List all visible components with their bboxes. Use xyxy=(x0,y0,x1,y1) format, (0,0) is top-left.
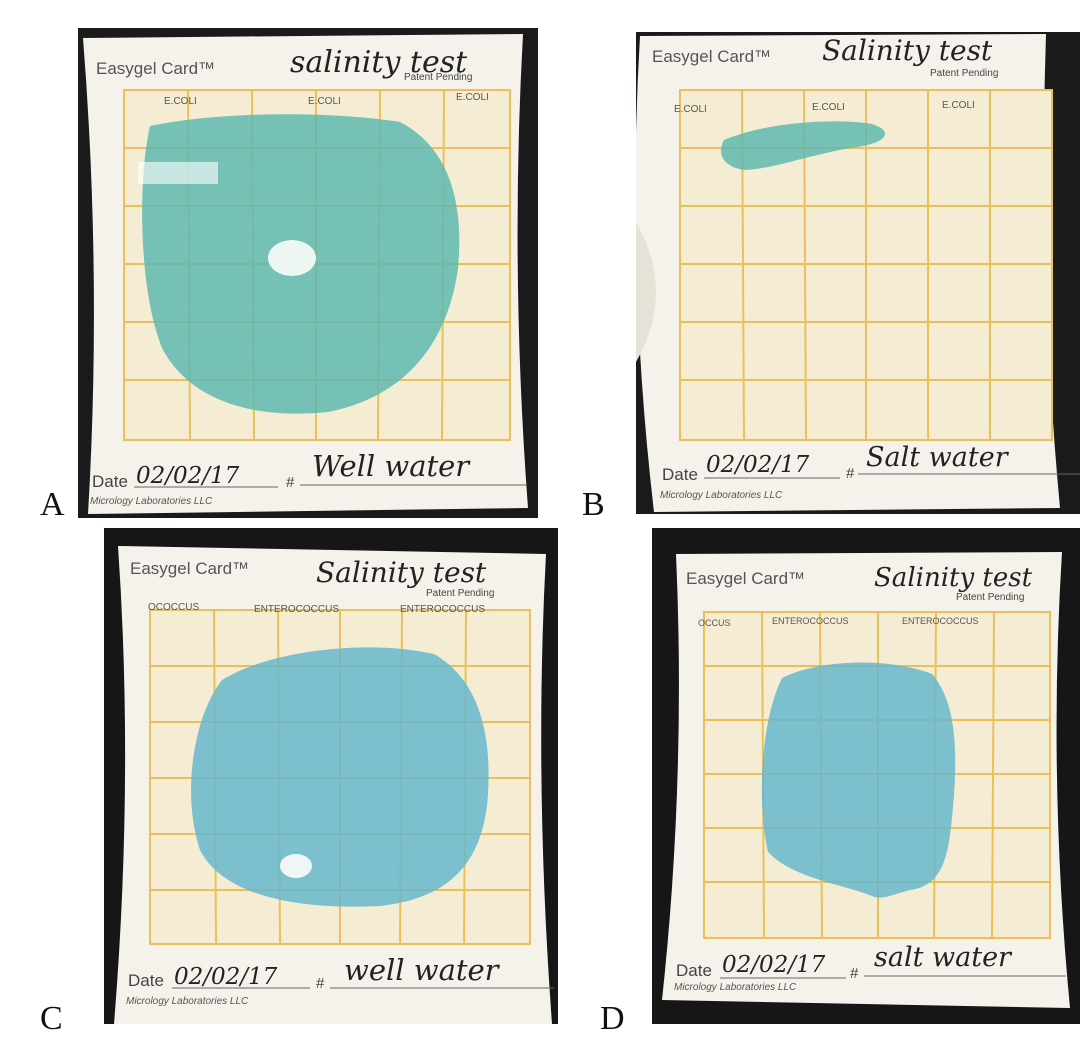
grid-col-label: ENTEROCOCCUS xyxy=(400,604,485,615)
colony-growth xyxy=(761,662,956,898)
hash-label: # xyxy=(316,975,325,992)
company-name: Micrology Laboratories LLC xyxy=(674,982,797,993)
sample-name: well water xyxy=(344,953,501,987)
date-value: 02/02/17 xyxy=(174,964,278,990)
hash-label: # xyxy=(286,474,295,491)
grid-col-label: E.COLI xyxy=(308,96,341,107)
grid-col-label: E.COLI xyxy=(812,102,845,113)
grid-col-label: ENTEROCOCCUS xyxy=(254,604,339,615)
card-brand: Easygel Card™ xyxy=(130,559,249,578)
grid-col-label: E.COLI xyxy=(164,96,197,107)
colony-growth xyxy=(720,121,886,170)
grid-col-label: OCCUS xyxy=(698,618,731,628)
panel-letter-b: B xyxy=(582,486,605,523)
card-handwritten-title: salinity test xyxy=(290,45,468,80)
colony-clear-spot xyxy=(280,854,312,878)
date-label: Date xyxy=(662,465,698,484)
card-patent: Patent Pending xyxy=(956,592,1024,603)
hash-label: # xyxy=(846,465,855,482)
panel-letter-d: D xyxy=(600,1000,625,1037)
date-label: Date xyxy=(676,961,712,980)
date-value: 02/02/17 xyxy=(706,452,810,478)
panel-letter-a: A xyxy=(40,486,65,523)
panel-a: Easygel Card™ salinity test Patent Pendi… xyxy=(78,28,538,518)
card-patent: Patent Pending xyxy=(930,68,998,79)
grid-col-label: E.COLI xyxy=(456,92,489,103)
sample-name: Salt water xyxy=(866,442,1010,473)
hash-label: # xyxy=(850,965,859,982)
date-label: Date xyxy=(92,472,128,491)
card-patent: Patent Pending xyxy=(426,588,494,599)
date-label: Date xyxy=(128,971,164,990)
company-name: Micrology Laboratories LLC xyxy=(126,996,249,1007)
card-d-photo: Easygel Card™ Salinity test Patent Pendi… xyxy=(652,528,1080,1024)
card-handwritten-title: Salinity test xyxy=(822,34,993,67)
grid-col-label: ENTEROCOCCUS xyxy=(902,616,979,626)
grid-col-label: E.COLI xyxy=(942,100,975,111)
card-c-photo: Easygel Card™ Salinity test Patent Pendi… xyxy=(104,528,558,1024)
colony-clear-spot xyxy=(268,240,316,276)
card-brand: Easygel Card™ xyxy=(96,59,215,78)
glare xyxy=(138,162,218,184)
card-brand: Easygel Card™ xyxy=(652,47,771,66)
card-brand: Easygel Card™ xyxy=(686,569,805,588)
panel-letter-c: C xyxy=(40,1000,63,1037)
panel-b: Easygel Card™ Salinity test Patent Pendi… xyxy=(636,32,1080,514)
card-b-photo: Easygel Card™ Salinity test Patent Pendi… xyxy=(636,32,1080,514)
company-name: Micrology Laboratories LLC xyxy=(90,496,213,507)
card-patent: Patent Pending xyxy=(404,72,472,83)
date-value: 02/02/17 xyxy=(136,463,240,489)
card-handwritten-title: Salinity test xyxy=(316,556,487,589)
grid-col-label: OCOCCUS xyxy=(148,602,199,613)
card-a-photo: Easygel Card™ salinity test Patent Pendi… xyxy=(78,28,538,518)
date-value: 02/02/17 xyxy=(722,952,826,978)
sample-name: Well water xyxy=(312,449,471,483)
card-handwritten-title: Salinity test xyxy=(874,563,1033,593)
grid-col-label: ENTEROCOCCUS xyxy=(772,616,849,626)
card-edge-shadow xyxy=(636,222,656,362)
colony-growth xyxy=(191,647,489,907)
panel-c: Easygel Card™ Salinity test Patent Pendi… xyxy=(104,528,558,1024)
sample-name: salt water xyxy=(874,942,1013,973)
grid-col-label: E.COLI xyxy=(674,104,707,115)
panel-d: Easygel Card™ Salinity test Patent Pendi… xyxy=(652,528,1080,1024)
company-name: Micrology Laboratories LLC xyxy=(660,490,783,501)
